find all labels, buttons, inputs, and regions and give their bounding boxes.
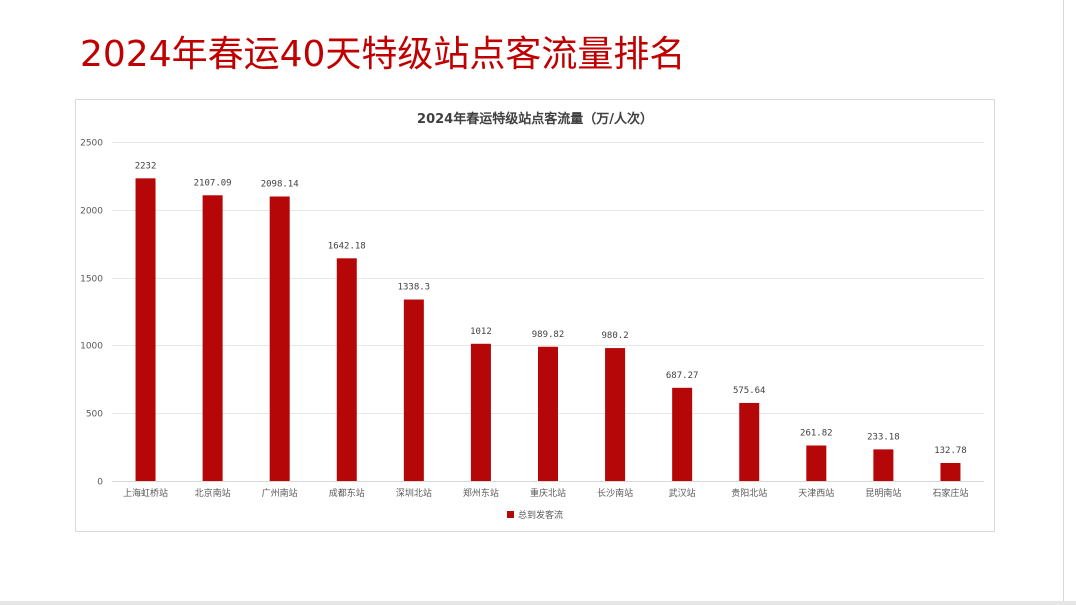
y-tick-label: 1500 [80, 275, 103, 285]
data-label: 1012 [470, 327, 492, 337]
data-label: 132.78 [934, 446, 967, 456]
legend-label: 总到发客流 [517, 511, 563, 521]
y-tick-label: 0 [97, 478, 103, 488]
bar [940, 462, 961, 481]
bottom-divider [0, 601, 1076, 605]
data-label: 989.82 [532, 330, 565, 340]
x-tick-label: 长沙南站 [597, 487, 633, 499]
bar [135, 178, 156, 481]
data-label: 2098.14 [261, 179, 299, 189]
y-tick-label: 2000 [80, 207, 103, 217]
data-label: 261.82 [800, 428, 833, 438]
data-label: 2107.09 [194, 178, 232, 188]
data-label: 1338.3 [398, 283, 431, 293]
data-label: 2232 [135, 161, 157, 171]
bar [672, 387, 693, 481]
bar [873, 449, 894, 481]
bar [739, 402, 760, 481]
x-tick-label: 贵阳北站 [731, 487, 767, 499]
bar-chart: 0 500 1000 1500 2000 2500 2232 上海虹桥站 2107.09 北京南站… [80, 139, 984, 499]
chart-panel: 2024年春运特级站点客流量（万/人次） 0 500 1000 1500 2000 250… [75, 99, 995, 532]
chart-title: 2024年春运特级站点客流量（万/人次） [417, 112, 653, 127]
x-tick-label: 上海虹桥站 [123, 487, 168, 499]
bar [269, 196, 290, 481]
bar [806, 445, 827, 481]
data-label: 980.2 [602, 331, 629, 341]
x-tick-label: 北京南站 [195, 487, 231, 499]
bar [202, 195, 223, 481]
bar [470, 343, 491, 481]
data-label: 575.64 [733, 386, 766, 396]
bar [605, 348, 626, 481]
x-tick-label: 郑州东站 [463, 487, 499, 499]
chart-legend: 总到发客流 [76, 508, 994, 521]
page-title: 2024年春运40天特级站点客流量排名 [80, 34, 686, 75]
data-label: 1642.18 [328, 241, 366, 251]
x-tick-label: 广州南站 [262, 487, 298, 499]
x-tick-label: 重庆北站 [530, 487, 566, 499]
y-tick-label: 1000 [80, 342, 103, 352]
x-tick-label: 武汉站 [669, 487, 696, 499]
x-tick-label: 深圳北站 [396, 487, 432, 499]
x-tick-label: 天津西站 [798, 487, 834, 499]
bar [403, 299, 424, 481]
x-tick-label: 石家庄站 [932, 487, 968, 499]
bar [336, 258, 357, 481]
right-divider [1063, 0, 1064, 605]
data-label: 233.18 [867, 432, 900, 442]
bar [538, 346, 558, 481]
x-tick-label: 昆明南站 [865, 487, 901, 499]
y-tick-label: 500 [86, 410, 103, 420]
data-label: 687.27 [666, 371, 699, 381]
legend-swatch [506, 511, 514, 518]
x-tick-label: 成都东站 [329, 487, 365, 499]
y-tick-label: 2500 [80, 139, 103, 149]
